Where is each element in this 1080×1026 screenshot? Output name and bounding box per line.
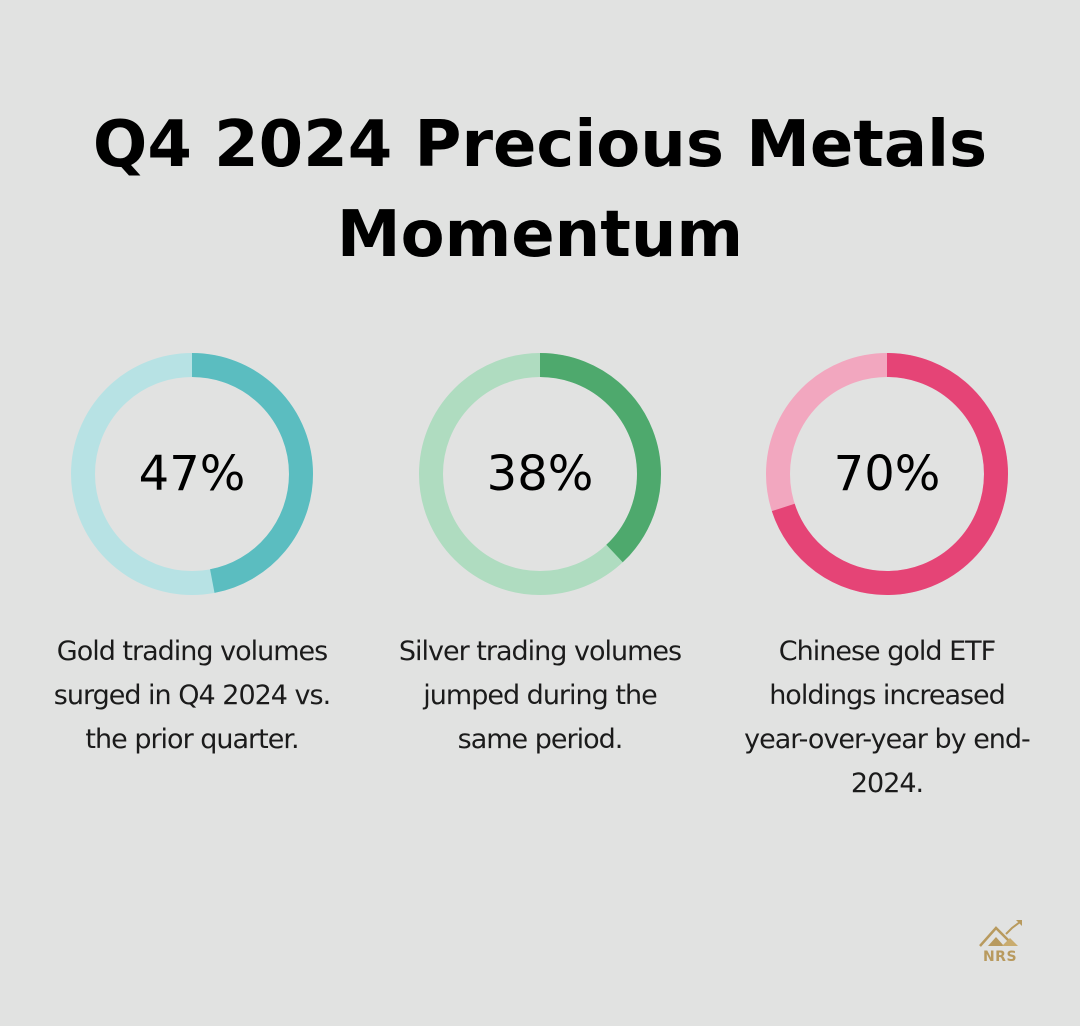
donut-chart-chinese-etf: 70% (765, 352, 1009, 596)
stat-description: Silver trading volumes jumped during the… (398, 636, 682, 755)
donut-chart-gold: 47% (70, 352, 314, 596)
stat-value: 47% (138, 446, 246, 502)
brand-logo: NRS (972, 918, 1028, 966)
stat-chinese-etf: 70% Chinese gold ETF holdings increased … (737, 352, 1037, 806)
house-chart-arrow-icon (979, 920, 1022, 947)
donut-ring (71, 353, 313, 595)
stat-description: Chinese gold ETF holdings increased year… (744, 636, 1031, 799)
stat-value: 70% (833, 446, 941, 502)
stat-silver: 38% Silver trading volumes jumped during… (390, 352, 690, 762)
stat-description: Gold trading volumes surged in Q4 2024 v… (53, 636, 331, 755)
stat-value: 38% (486, 446, 594, 502)
donut-ring (766, 353, 1008, 595)
donut-chart-silver: 38% (418, 352, 662, 596)
page-title: Q4 2024 Precious Metals Momentum (92, 108, 988, 272)
logo-text: NRS (982, 949, 1018, 965)
stat-gold: 47% Gold trading volumes surged in Q4 20… (42, 352, 342, 762)
donut-ring (419, 353, 661, 595)
